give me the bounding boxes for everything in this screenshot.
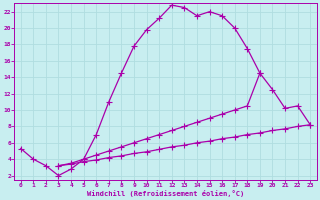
X-axis label: Windchill (Refroidissement éolien,°C): Windchill (Refroidissement éolien,°C) — [87, 190, 244, 197]
